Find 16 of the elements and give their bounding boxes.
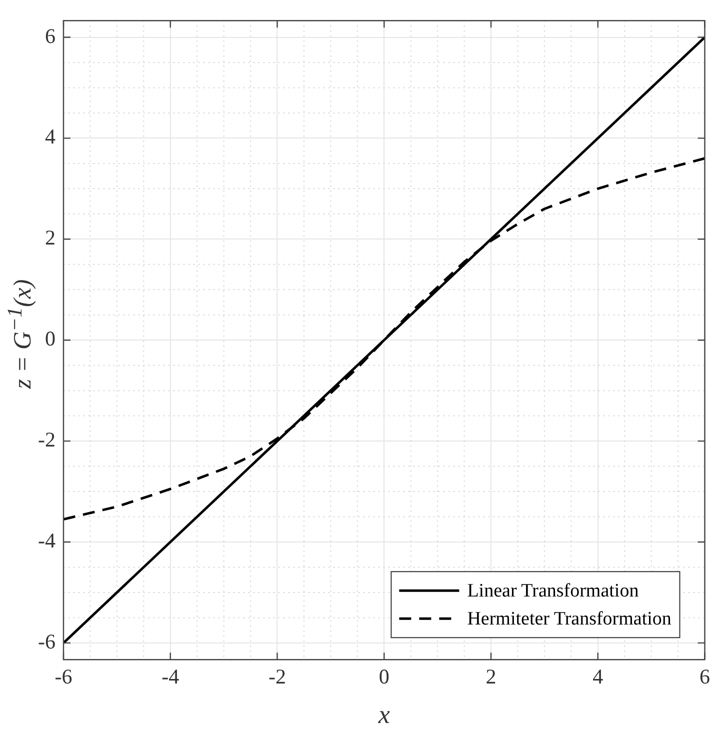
- y-tick-label: -4: [38, 528, 56, 553]
- legend-label: Hermiteter Transformation: [467, 608, 672, 630]
- y-tick-label: 6: [44, 24, 56, 48]
- y-tick-label: -2: [38, 428, 56, 452]
- x-axis-title: x: [377, 700, 390, 730]
- x-tick-label: 2: [486, 664, 496, 689]
- legend-label: Linear Transformation: [467, 580, 640, 602]
- y-tick-label: 2: [44, 226, 56, 250]
- x-tick-label: 6: [700, 664, 710, 689]
- y-tick-label: 4: [44, 124, 56, 149]
- x-tick-label: -2: [268, 664, 286, 689]
- y-tick-label: 0: [44, 326, 56, 351]
- x-tick-label: 0: [378, 664, 390, 689]
- x-tick-label: 4: [592, 664, 604, 689]
- x-tick-label: -4: [162, 664, 180, 689]
- y-tick-label: -6: [38, 629, 56, 654]
